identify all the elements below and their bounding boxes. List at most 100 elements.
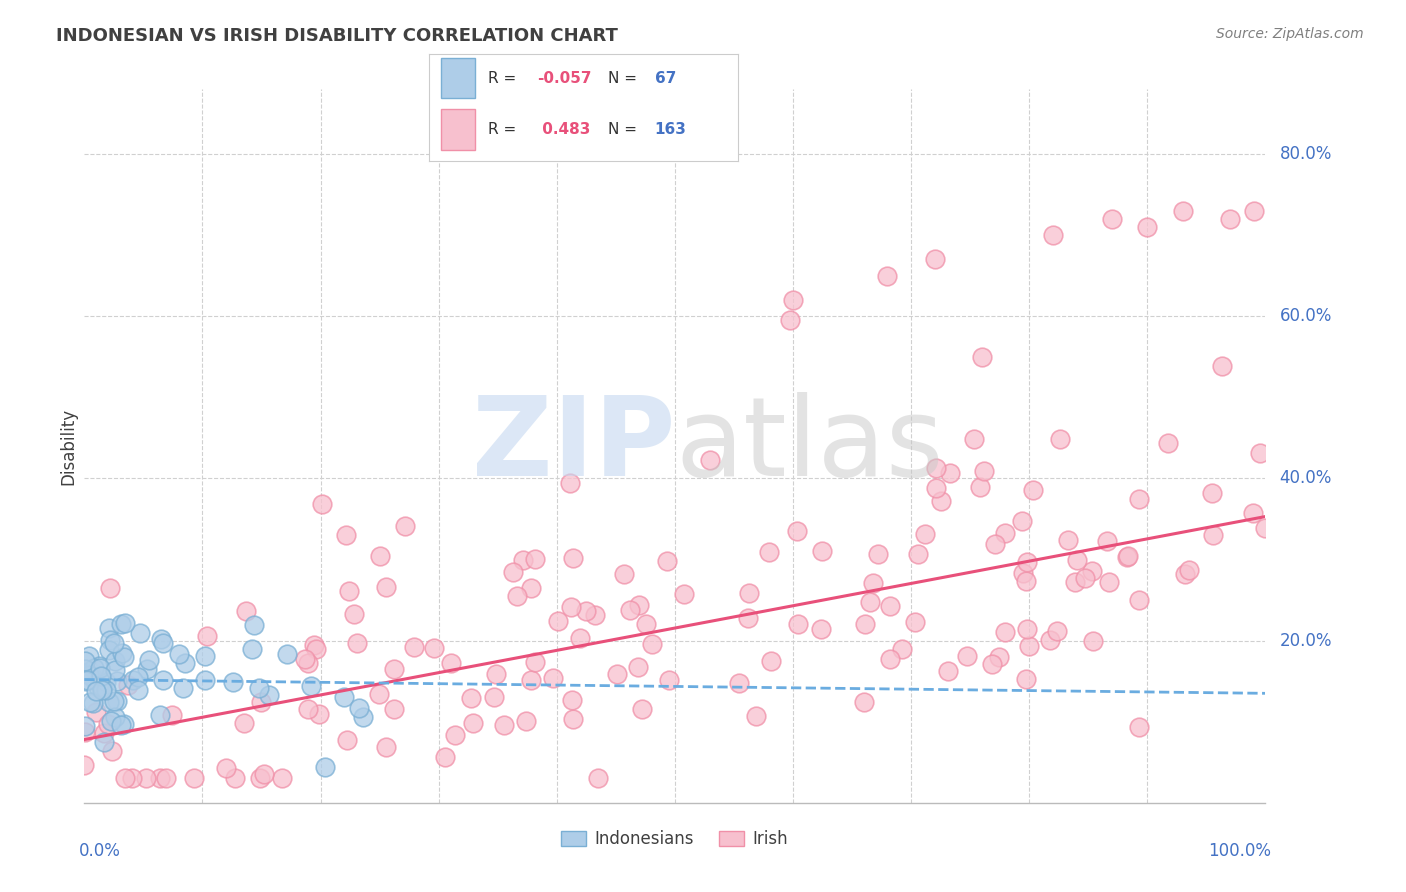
Point [1128, 720, 1150, 734]
Point [876, 268, 898, 283]
Point [866, 548, 889, 562]
Point [336, 733, 359, 747]
Point [75, 673, 97, 688]
Point [655, 554, 678, 568]
Point [249, 772, 271, 786]
Point [89, 661, 111, 675]
Point [672, 587, 695, 601]
Point [970, 350, 993, 364]
Point [128, 626, 150, 640]
Point [117, 678, 139, 692]
Point [502, 565, 524, 579]
Point [224, 772, 246, 786]
Point [627, 599, 650, 613]
Text: N =: N = [609, 122, 643, 137]
Text: atlas: atlas [675, 392, 943, 500]
Point [104, 655, 127, 669]
Point [105, 694, 128, 708]
Point [520, 581, 543, 595]
Point [969, 480, 991, 494]
Point [568, 632, 591, 646]
Point [1073, 571, 1095, 585]
Text: -0.057: -0.057 [537, 70, 592, 86]
Point [914, 527, 936, 541]
Point [394, 519, 416, 533]
Point [1254, 521, 1277, 535]
Point [221, 675, 243, 690]
Point [110, 718, 132, 732]
Point [994, 525, 1017, 540]
Point [127, 682, 149, 697]
Point [194, 648, 217, 663]
Point [1095, 534, 1118, 549]
Point [1015, 622, 1038, 636]
Point [980, 657, 1002, 671]
Point [738, 586, 761, 600]
Point [973, 464, 995, 478]
Point [1018, 639, 1040, 653]
Text: R =: R = [488, 122, 520, 137]
Point [1128, 492, 1150, 507]
Point [382, 662, 405, 676]
Point [879, 651, 901, 665]
Point [561, 693, 583, 707]
Point [561, 550, 583, 565]
Point [98, 581, 121, 595]
Text: INDONESIAN VS IRISH DISABILITY CORRELATION CHART: INDONESIAN VS IRISH DISABILITY CORRELATI… [56, 27, 619, 45]
Text: 0.0%: 0.0% [79, 842, 121, 860]
Text: 20.0%: 20.0% [1279, 632, 1331, 649]
Point [111, 646, 134, 660]
Point [523, 552, 546, 566]
Point [299, 679, 322, 693]
Point [333, 690, 356, 704]
Point [984, 536, 1007, 550]
Point [758, 544, 780, 558]
Point [110, 617, 132, 632]
Point [90, 668, 112, 682]
Point [335, 527, 357, 541]
Point [994, 624, 1017, 639]
Point [613, 567, 636, 582]
Point [852, 695, 875, 709]
Text: 40.0%: 40.0% [1279, 469, 1331, 487]
Point [114, 772, 136, 786]
Point [879, 599, 901, 613]
Point [247, 681, 270, 696]
Point [76, 666, 98, 681]
Point [152, 635, 174, 649]
Point [1017, 555, 1039, 569]
Point [1046, 624, 1069, 639]
Point [150, 632, 173, 646]
Point [103, 636, 125, 650]
Point [862, 576, 884, 591]
Point [1011, 566, 1033, 581]
Text: 80.0%: 80.0% [1279, 145, 1331, 163]
Point [155, 772, 177, 786]
Point [404, 640, 426, 654]
Point [907, 547, 929, 561]
Point [699, 453, 721, 467]
Point [1201, 485, 1223, 500]
Point [138, 653, 160, 667]
Point [195, 629, 218, 643]
Point [160, 707, 183, 722]
Point [304, 638, 326, 652]
Point [562, 712, 585, 726]
Point [484, 690, 506, 704]
Point [728, 675, 751, 690]
Point [347, 701, 370, 715]
Point [121, 772, 143, 786]
Point [811, 544, 834, 558]
Point [1101, 211, 1123, 226]
Point [963, 432, 986, 446]
Point [93, 725, 115, 739]
Point [586, 772, 609, 786]
Point [1219, 211, 1241, 226]
Point [1083, 634, 1105, 648]
Point [744, 708, 766, 723]
Text: 163: 163 [655, 122, 686, 137]
Point [352, 709, 374, 723]
Point [375, 581, 398, 595]
Point [936, 664, 959, 678]
Point [779, 312, 801, 326]
